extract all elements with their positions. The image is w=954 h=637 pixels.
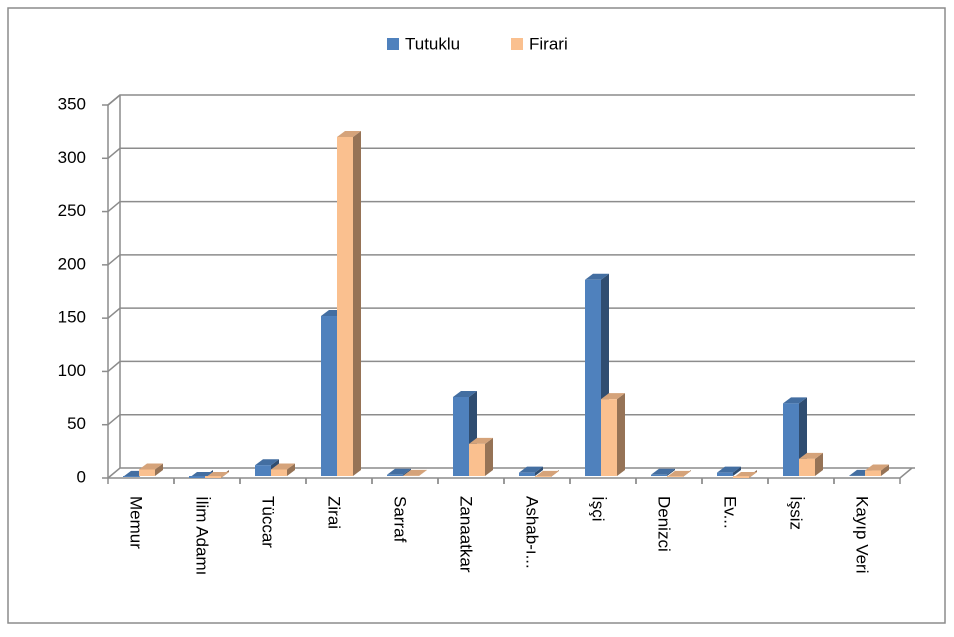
bar-front <box>799 459 815 476</box>
bar-front <box>733 476 749 478</box>
bar-front <box>717 473 733 476</box>
bar-front <box>469 444 485 476</box>
bar-front <box>123 476 139 477</box>
bar <box>601 393 625 476</box>
y-tick-label: 150 <box>58 308 86 327</box>
bar-front <box>387 475 403 476</box>
bar-front <box>865 471 881 476</box>
bar-side <box>485 438 493 476</box>
bar <box>799 453 823 476</box>
bar-front <box>519 473 535 476</box>
x-tick-label: İşsiz <box>787 496 806 530</box>
bar-front <box>255 465 271 476</box>
bar <box>337 131 361 476</box>
bar-front <box>667 476 683 477</box>
y-tick-label: 200 <box>58 254 86 273</box>
bar-front <box>535 476 551 477</box>
bar-front <box>783 403 799 476</box>
y-tick-label: 300 <box>58 148 86 167</box>
x-tick-label: Zirai <box>325 496 344 529</box>
x-tick-label: İşçi <box>589 496 608 522</box>
bar <box>469 438 493 476</box>
bar-front <box>453 397 469 476</box>
bar-side <box>353 131 361 476</box>
y-tick-label: 0 <box>77 467 86 486</box>
x-tick-label: İlim Adamı <box>193 496 212 575</box>
x-tick-label: Sarraf <box>391 496 410 543</box>
x-tick-label: Denizci <box>655 496 674 552</box>
legend-swatch <box>511 38 523 50</box>
bar-side <box>617 393 625 476</box>
bar-front <box>205 476 221 478</box>
bar-front <box>337 137 353 476</box>
x-tick-label: Zanaatkar <box>457 496 476 573</box>
bar-front <box>321 316 337 476</box>
x-tick-label: Kayıp Veri <box>853 496 872 574</box>
bar-front <box>585 280 601 476</box>
bar-front <box>271 469 287 476</box>
bar-front <box>139 469 155 476</box>
bar-front <box>601 399 617 476</box>
legend-swatch <box>387 38 399 50</box>
bar-front <box>189 476 205 478</box>
bar-front <box>651 475 667 476</box>
legend-label: Tutuklu <box>405 34 460 53</box>
x-tick-label: Ev... <box>721 496 740 529</box>
legend-label: Firari <box>529 34 568 53</box>
x-tick-label: Ashab-ı... <box>523 496 542 569</box>
y-tick-label: 350 <box>58 94 86 113</box>
y-tick-label: 50 <box>67 414 86 433</box>
x-tick-label: Tüccar <box>259 496 278 548</box>
y-tick-label: 250 <box>58 201 86 220</box>
x-tick-label: Memur <box>127 496 146 549</box>
y-tick-label: 100 <box>58 361 86 380</box>
